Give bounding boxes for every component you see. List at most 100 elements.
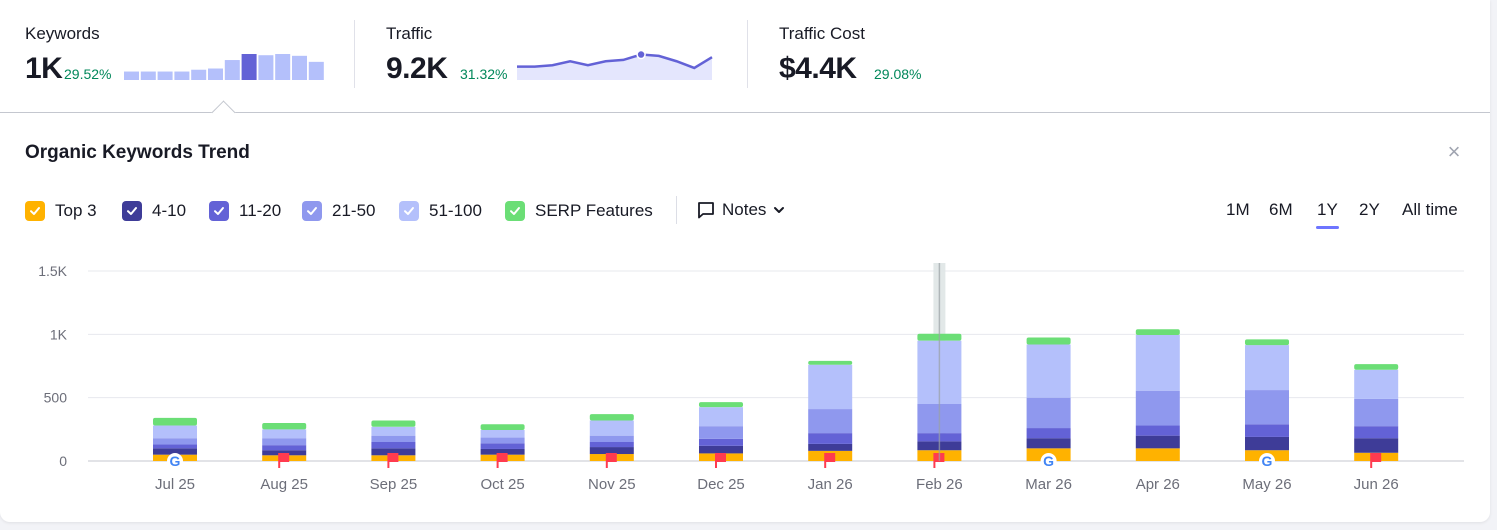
sparkline-bar bbox=[157, 71, 173, 80]
note-flag-icon bbox=[715, 453, 726, 468]
bar-segment bbox=[153, 444, 197, 449]
chevron-down-icon bbox=[774, 207, 785, 213]
range-1m[interactable]: 1M bbox=[1226, 200, 1250, 219]
bar-segment bbox=[1135, 334, 1180, 391]
sparkline-bar bbox=[140, 71, 156, 80]
sparkline-bar bbox=[308, 61, 324, 80]
x-tick-label: Feb 26 bbox=[916, 476, 963, 493]
bar-segment bbox=[808, 409, 853, 434]
bar-segment bbox=[1354, 438, 1399, 453]
bar-segment bbox=[153, 425, 197, 439]
traffic-cost-metric[interactable]: Traffic Cost $4.4K 29.08% bbox=[779, 0, 1039, 112]
bar-segment bbox=[480, 424, 525, 430]
bar-segment bbox=[589, 447, 634, 455]
x-tick-label: Aug 25 bbox=[260, 476, 308, 493]
bar-segment bbox=[371, 426, 416, 436]
sparkline-bar bbox=[258, 55, 274, 80]
bar-segment bbox=[1135, 435, 1180, 449]
bar-segment bbox=[808, 443, 853, 451]
bar-segment bbox=[699, 407, 743, 427]
bar-segment bbox=[153, 448, 197, 455]
bar-segment bbox=[262, 445, 307, 451]
sparkline-bar bbox=[224, 60, 240, 80]
legend-label: 11-20 bbox=[239, 201, 282, 220]
legend-toggle-top3[interactable]: Top 3 bbox=[25, 200, 97, 222]
bar-segment bbox=[480, 429, 525, 438]
bar-segment bbox=[1245, 436, 1289, 451]
sparkline-area bbox=[517, 54, 712, 80]
bar-segment bbox=[589, 420, 634, 436]
svg-text:G: G bbox=[170, 453, 181, 469]
x-tick-label: Nov 25 bbox=[588, 476, 636, 493]
traffic-metric[interactable]: Traffic 9.2K 31.32% bbox=[386, 0, 716, 112]
keywords-metric[interactable]: Keywords 1K 29.52% bbox=[25, 0, 335, 112]
legend-toggle-serp-features[interactable]: SERP Features bbox=[505, 200, 653, 222]
legend-label: Top 3 bbox=[55, 201, 97, 220]
x-tick-label: Oct 25 bbox=[481, 476, 525, 493]
bar-segment bbox=[1245, 339, 1289, 346]
legend-toggle-11-20[interactable]: 11-20 bbox=[209, 200, 281, 222]
note-flag-icon bbox=[824, 453, 836, 468]
bar-segment bbox=[1135, 425, 1180, 436]
traffic-cost-delta: 29.08% bbox=[874, 66, 922, 82]
bar-segment bbox=[1354, 364, 1399, 370]
bar-segment bbox=[1245, 424, 1289, 437]
bar-segment bbox=[1026, 344, 1071, 398]
range-1y[interactable]: 1Y bbox=[1317, 200, 1338, 219]
bar-segment bbox=[262, 438, 307, 446]
bar-segment bbox=[1026, 438, 1071, 449]
panel-divider bbox=[0, 112, 1490, 113]
notes-dropdown[interactable]: Notes bbox=[696, 199, 786, 221]
bar-segment bbox=[699, 445, 743, 454]
check-icon bbox=[209, 201, 229, 221]
google-update-icon: G bbox=[1040, 453, 1057, 469]
traffic-cost-value: $4.4K bbox=[779, 52, 857, 85]
bar-segment bbox=[1135, 390, 1180, 426]
check-icon bbox=[399, 201, 419, 221]
range-2y[interactable]: 2Y bbox=[1359, 200, 1380, 219]
legend-label: 51-100 bbox=[429, 201, 482, 220]
bar-segment bbox=[1026, 428, 1071, 439]
bar-segment bbox=[371, 442, 416, 449]
divider bbox=[747, 20, 748, 88]
note-flag-icon bbox=[278, 453, 290, 468]
traffic-sparkline bbox=[517, 50, 713, 80]
bar-segment bbox=[808, 360, 853, 365]
x-tick-label: Jun 26 bbox=[1354, 476, 1399, 493]
bar-segment bbox=[808, 364, 853, 410]
check-icon bbox=[122, 201, 142, 221]
panel-title: Organic Keywords Trend bbox=[25, 142, 250, 163]
keywords-title: Keywords bbox=[25, 24, 100, 43]
bar-segment bbox=[480, 448, 525, 455]
sparkline-bar bbox=[208, 68, 223, 80]
bar-segment bbox=[262, 423, 307, 430]
check-icon bbox=[302, 201, 322, 221]
traffic-value: 9.2K bbox=[386, 52, 448, 85]
range-all-time[interactable]: All time bbox=[1402, 200, 1458, 219]
bar-segment bbox=[1135, 329, 1180, 335]
bar-segment bbox=[153, 417, 197, 426]
range-6m[interactable]: 6M bbox=[1269, 200, 1293, 219]
sparkline-bar bbox=[241, 54, 257, 80]
note-flag-icon bbox=[387, 453, 399, 468]
x-tick-label: Mar 26 bbox=[1025, 476, 1072, 493]
note-flag-icon bbox=[496, 453, 508, 468]
bar-segment bbox=[262, 450, 307, 456]
x-tick-label: Sep 25 bbox=[370, 476, 418, 493]
traffic-cost-title: Traffic Cost bbox=[779, 24, 865, 43]
check-icon bbox=[25, 201, 45, 221]
svg-text:G: G bbox=[1262, 453, 1273, 469]
bar-segment bbox=[808, 433, 853, 444]
legend-toggle-51-100[interactable]: 51-100 bbox=[399, 200, 482, 222]
sparkline-bar bbox=[174, 71, 190, 80]
svg-text:G: G bbox=[1043, 453, 1054, 469]
close-button[interactable]: × bbox=[1447, 139, 1461, 164]
sparkline-point bbox=[636, 50, 646, 60]
keywords-sparkline bbox=[124, 54, 324, 80]
legend-toggle-4-10[interactable]: 4-10 bbox=[122, 200, 186, 222]
note-flag-icon bbox=[1370, 453, 1382, 468]
legend-toggle-21-50[interactable]: 21-50 bbox=[302, 200, 375, 222]
y-tick-label: 0 bbox=[59, 453, 67, 469]
bar-segment bbox=[1354, 398, 1399, 427]
